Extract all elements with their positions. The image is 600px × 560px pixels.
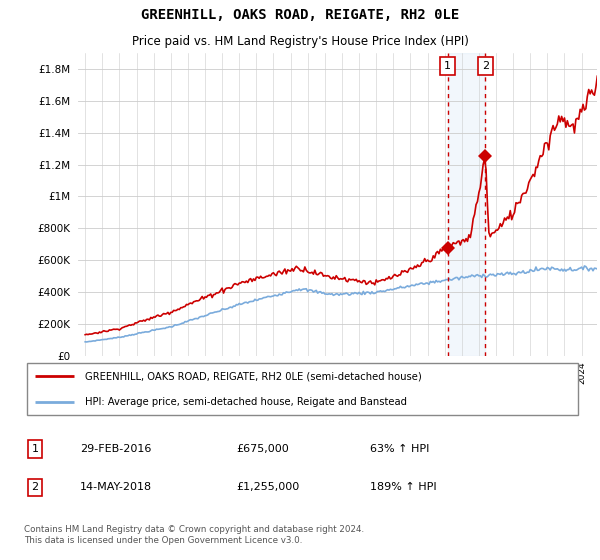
Text: 1: 1 (32, 444, 38, 454)
Text: 14-MAY-2018: 14-MAY-2018 (80, 482, 152, 492)
Text: 1: 1 (444, 61, 451, 71)
Text: 2: 2 (482, 61, 489, 71)
Text: GREENHILL, OAKS ROAD, REIGATE, RH2 0LE (semi-detached house): GREENHILL, OAKS ROAD, REIGATE, RH2 0LE (… (85, 371, 422, 381)
Text: Price paid vs. HM Land Registry's House Price Index (HPI): Price paid vs. HM Land Registry's House … (131, 35, 469, 48)
Text: 29-FEB-2016: 29-FEB-2016 (80, 444, 151, 454)
FancyBboxPatch shape (27, 363, 578, 415)
Text: £1,255,000: £1,255,000 (236, 482, 299, 492)
Text: Contains HM Land Registry data © Crown copyright and database right 2024.
This d: Contains HM Land Registry data © Crown c… (24, 525, 364, 545)
Text: £675,000: £675,000 (236, 444, 289, 454)
Bar (448, 53, 485, 356)
Text: 2: 2 (32, 482, 39, 492)
Text: 189% ↑ HPI: 189% ↑ HPI (370, 482, 437, 492)
Text: HPI: Average price, semi-detached house, Reigate and Banstead: HPI: Average price, semi-detached house,… (85, 397, 407, 407)
Text: 63% ↑ HPI: 63% ↑ HPI (370, 444, 430, 454)
Text: GREENHILL, OAKS ROAD, REIGATE, RH2 0LE: GREENHILL, OAKS ROAD, REIGATE, RH2 0LE (141, 8, 459, 22)
